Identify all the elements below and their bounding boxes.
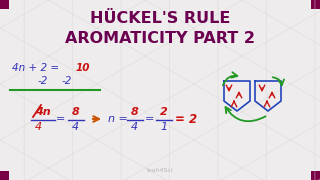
Bar (0, 171, 9, 180)
Bar (0, 0, 9, 9)
Text: = 2: = 2 (175, 112, 197, 125)
Text: 2: 2 (160, 107, 168, 117)
Text: =: = (145, 114, 154, 124)
Text: 8: 8 (72, 107, 80, 117)
Text: 4: 4 (35, 122, 42, 132)
Text: =: = (56, 114, 65, 124)
Text: AROMATICITY PART 2: AROMATICITY PART 2 (65, 30, 255, 46)
Text: 4n + 2 =: 4n + 2 = (12, 63, 59, 73)
Bar (311, 171, 320, 180)
Text: HÜCKEL'S RULE: HÜCKEL'S RULE (90, 10, 230, 26)
Text: n =: n = (108, 114, 128, 124)
Text: -2: -2 (38, 76, 48, 86)
Text: 4n: 4n (35, 107, 51, 117)
Text: leah4Sci: leah4Sci (147, 168, 173, 172)
Text: 4: 4 (72, 122, 79, 132)
Text: -2: -2 (62, 76, 72, 86)
Bar (311, 0, 320, 9)
Text: 4: 4 (131, 122, 138, 132)
Text: 8: 8 (131, 107, 139, 117)
Text: 10: 10 (76, 63, 91, 73)
Text: 1: 1 (160, 122, 167, 132)
